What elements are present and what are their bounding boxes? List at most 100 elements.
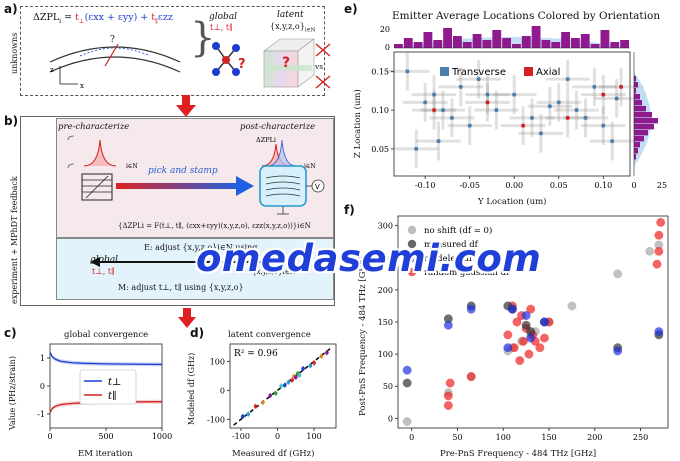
legend-swatch	[407, 253, 417, 263]
top-hist-bar	[600, 30, 610, 48]
top-hist-bar	[580, 34, 590, 48]
data-point	[273, 391, 278, 396]
panel-b-outer-box	[20, 116, 335, 306]
legend-swatch	[407, 239, 417, 249]
data-point	[512, 317, 522, 327]
data-point	[432, 108, 437, 113]
svg-text:?: ?	[238, 57, 246, 72]
legend-swatch	[407, 267, 417, 277]
x-tick-label: 1000	[152, 432, 172, 441]
data-point	[414, 146, 419, 151]
series-line	[49, 352, 163, 366]
data-point	[592, 84, 597, 89]
data-point	[619, 84, 624, 89]
panel-f-xlabel: Pre-PnS Frequency - 484 THz [GHz]	[440, 449, 597, 459]
data-point	[556, 100, 561, 105]
data-point	[286, 380, 291, 385]
data-point	[467, 123, 472, 128]
data-point	[443, 391, 453, 401]
panel-b-post-characterize: post-characterize	[240, 122, 316, 132]
panel-e-xlabel: Y Location (um)	[478, 197, 547, 207]
svg-text:ΔZPLi: ΔZPLi	[256, 136, 276, 144]
top-hist-bar	[403, 38, 413, 48]
legend-label: t⊥	[108, 377, 121, 388]
x-tick-label: 150	[541, 433, 556, 442]
legend-swatch	[407, 225, 417, 235]
right-hist-bar	[634, 106, 646, 112]
panel-b-pre-peak: i∈N	[67, 135, 138, 170]
data-point	[466, 372, 476, 382]
data-point	[312, 361, 316, 365]
y-tick-label: 0	[220, 386, 225, 395]
data-point	[613, 346, 623, 356]
data-point	[507, 304, 517, 314]
panel-a-brace: }	[190, 15, 216, 61]
panel-b-pre-device	[81, 173, 113, 201]
y-tick-label: 1	[40, 354, 45, 363]
y-tick-label: 100	[210, 357, 225, 366]
legend-label: random gaussian df	[424, 268, 510, 278]
data-point	[614, 96, 619, 101]
x-tick-label: 0	[275, 432, 280, 441]
top-hist-bar	[512, 44, 521, 48]
data-point	[652, 259, 662, 269]
top-hist-bar	[541, 40, 551, 48]
panel-a-vs-label: vs	[315, 62, 324, 71]
x-tick-label: 100	[306, 432, 321, 441]
y-tick-label: 0	[40, 382, 45, 391]
arrow-down-icon	[176, 95, 196, 117]
panel-d-label: d)	[190, 326, 205, 340]
panel-b-pre-characterize: pre-characterize	[58, 122, 130, 132]
data-point	[539, 317, 549, 327]
data-point	[268, 393, 273, 398]
data-point	[440, 108, 445, 113]
r2-annotation: R² = 0.96	[234, 349, 278, 359]
legend-label: modeled df	[424, 254, 473, 264]
x-tick-label: 0.00	[505, 181, 523, 190]
y-tick-label: 100	[378, 350, 393, 359]
data-point	[405, 69, 410, 74]
data-point	[279, 384, 283, 388]
panel-c-chart: 0 500 1000 1 0 -1 t⊥ t∥	[37, 343, 172, 441]
panel-b-e-arrow	[90, 257, 290, 267]
data-point	[521, 123, 526, 128]
right-hist-bar	[634, 88, 636, 94]
data-point	[518, 336, 528, 346]
data-point	[503, 343, 513, 353]
data-point	[565, 77, 570, 82]
watermark-text: omedasemi.com	[196, 237, 542, 280]
data-point	[423, 100, 428, 105]
panel-a-question-mark: ?	[110, 35, 115, 45]
top-hist-bar	[423, 32, 433, 48]
x-tick-label: 100	[496, 433, 511, 442]
y-tick-label: 0	[388, 414, 393, 423]
top-hist-bar	[394, 44, 403, 48]
right-hist-bar	[634, 112, 652, 118]
data-point	[308, 363, 313, 368]
legend-swatch	[440, 67, 449, 76]
top-hist-bar	[561, 32, 570, 48]
panel-a-bent-beam: ? z x	[49, 35, 181, 90]
panel-d-chart: -100 0 100 100 0 -100 R² = 0.96	[207, 343, 337, 441]
panel-b-pick-arrow	[116, 176, 254, 196]
panel-b-set-vars: {x,y,z,o}i∈N	[252, 268, 297, 276]
data-point	[645, 246, 655, 256]
right-hist-bar	[634, 94, 640, 100]
y-tick-label: -1	[37, 410, 45, 419]
panel-b-label: b)	[4, 114, 19, 128]
data-point	[301, 366, 305, 371]
top-hist-ytick: 0	[385, 43, 390, 52]
right-hist-bar	[634, 82, 638, 88]
panel-b-m-step: M: adjust t⊥, t∥ using {x,y,z,o}	[118, 283, 244, 292]
panel-a-side-label: unknowns	[10, 32, 19, 74]
panel-d-xlabel: Measured df (GHz)	[232, 449, 315, 459]
data-point	[297, 373, 302, 378]
right-hist-bar	[634, 100, 642, 106]
legend-label: Transverse	[451, 67, 506, 78]
panel-b-side-label: experiment + MPhDT feedback	[10, 176, 19, 304]
panel-f-chart: 0 50 100 150 200 250 0 50 100 150 200 250 300 no shif…	[378, 215, 669, 442]
data-point	[443, 320, 453, 330]
svg-text:z: z	[50, 66, 54, 74]
panel-b-formula: {ΔZPLi = F(t⊥, t∥, (εxx+εyy)(x,y,z,o), ε…	[118, 222, 311, 230]
y-tick-label: 200	[378, 286, 393, 295]
